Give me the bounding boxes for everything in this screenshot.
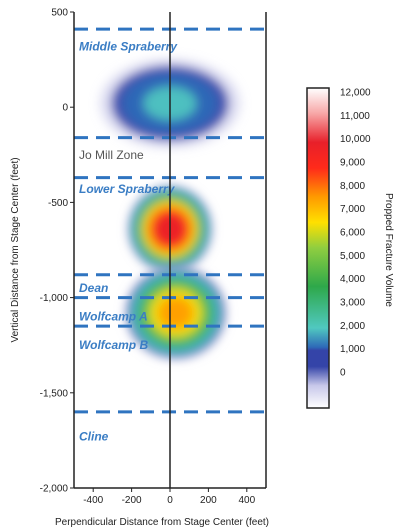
- colorbar-tick-label: 0: [340, 368, 346, 379]
- y-tick-label: 0: [62, 103, 68, 114]
- x-tick-label: 200: [200, 495, 217, 506]
- colorbar-label: Propped Fracture Volume: [383, 193, 394, 307]
- x-tick-label: -400: [83, 495, 103, 506]
- colorbar-tick-label: 9,000: [340, 158, 365, 169]
- axes: 500 0 -500 -1,000 -1,500 -2,000 -400 -200 0 200 40…: [40, 8, 267, 506]
- colorbar-gradient: [306, 87, 330, 409]
- zone-label-7: Cline: [79, 430, 109, 444]
- colorbar: 12,000 11,000 10,000 9,000 8,000 7,000 6,000 5,…: [306, 87, 371, 409]
- colorbar-tick-label: 4,000: [340, 274, 365, 285]
- zone-label-1: Middle Spraberry: [79, 39, 178, 53]
- colorbar-tick-label: 6,000: [340, 228, 365, 239]
- colorbar-tick-label: 2,000: [340, 321, 365, 332]
- colorbar-tick-label: 8,000: [340, 181, 365, 192]
- zone-label-5: Wolfcamp A: [79, 310, 148, 324]
- zone-label-2: Jo Mill Zone: [79, 148, 144, 162]
- y-tick-label: -1,000: [40, 293, 69, 304]
- zone-label-6: Wolfcamp B: [79, 338, 148, 352]
- zone-label-4: Dean: [79, 281, 108, 295]
- colorbar-tick-label: 12,000: [340, 88, 371, 99]
- y-tick-label: -1,500: [40, 388, 69, 399]
- colorbar-tick-label: 7,000: [340, 204, 365, 215]
- x-axis-label: Perpendicular Distance from Stage Center…: [55, 517, 269, 528]
- y-tick-label: -500: [48, 198, 68, 209]
- y-tick-label: 500: [51, 8, 68, 19]
- colorbar-tick-label: 1,000: [340, 344, 365, 355]
- heat-blob-3: [124, 265, 228, 361]
- colorbar-tick-label: 10,000: [340, 134, 371, 145]
- y-tick-label: -2,000: [40, 484, 69, 495]
- colorbar-tick-label: 5,000: [340, 251, 365, 262]
- y-axis-label: Vertical Distance from Stage Center (fee…: [10, 157, 21, 342]
- x-tick-label: 400: [238, 495, 255, 506]
- zone-label-3: Lower Spraberry: [79, 182, 176, 196]
- colorbar-tick-label: 3,000: [340, 298, 365, 309]
- x-tick-label: 0: [167, 495, 173, 506]
- heat-level: [158, 296, 194, 330]
- x-tick-label: -200: [122, 495, 142, 506]
- colorbar-tick-label: 11,000: [340, 111, 370, 122]
